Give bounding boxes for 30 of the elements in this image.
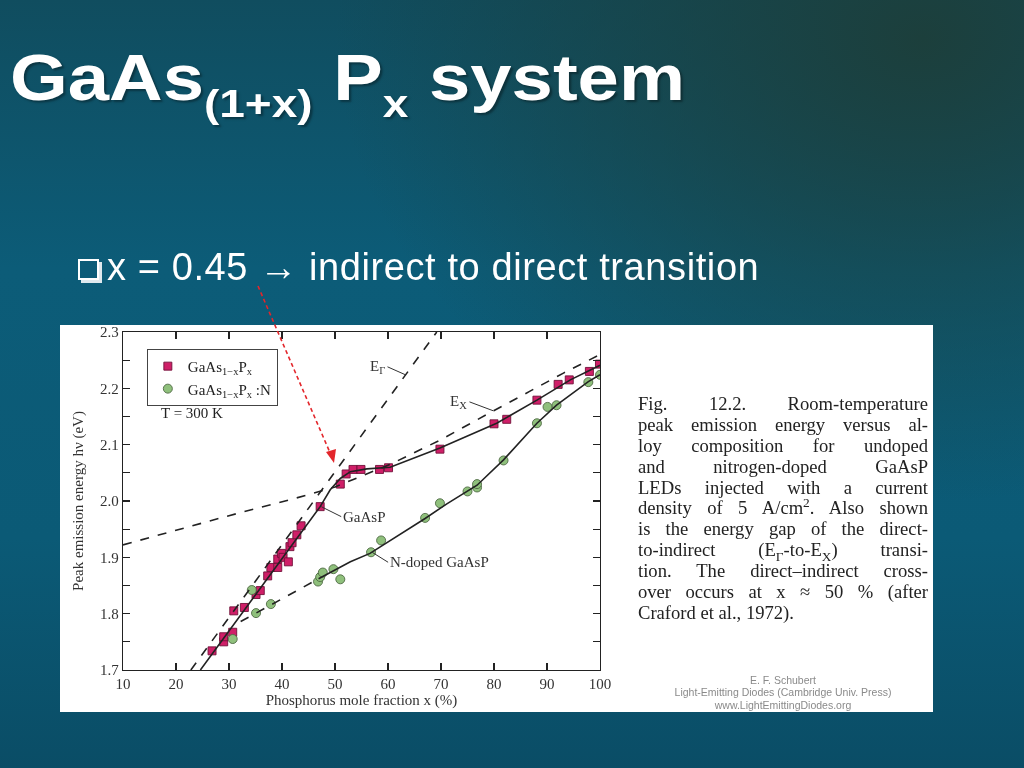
- y-tick-label: 2.3: [99, 324, 119, 341]
- y-tick-label: 2.1: [99, 436, 119, 453]
- x-tick-label: 90: [539, 676, 555, 693]
- annotation: E$_{Γ}$: [370, 358, 386, 377]
- annotation: N-doped GaAsP: [390, 554, 489, 570]
- chart-subtitle: x = 0.45 → indirect to direct transition: [107, 245, 760, 289]
- chart-title: GaAs$_{(1+x)}$ P$_{x}$ system: [10, 41, 685, 125]
- x-tick-label: 50: [327, 676, 343, 693]
- annotation: T = 300 K: [161, 405, 224, 421]
- y-tick-label: 1.7: [99, 662, 120, 679]
- annotation: E$_{X}$: [450, 393, 468, 412]
- x-tick-label: 70: [433, 676, 449, 693]
- y-tick-label: 2.0: [99, 493, 119, 510]
- x-tick-label: 20: [168, 676, 184, 693]
- text: Fig. 12.2. Room-temperature peak emission energy versus al- loy composition for undoped and nitrogen-doped GaAsP LEDs injected with a current density of 5 A/cm$^{2}$. Also shown is the energy gap of the direct- to-indirect (E$_{Γ}$-to-E$_{X}$) transi- tion. The direct–indirect cross- over occurs at x ≈ 50 % (after Craford et al., 1972).: [638, 393, 928, 623]
- x-tick-label: 80: [486, 676, 502, 693]
- y-tick-label: 1.8: [99, 605, 119, 622]
- x-tick-label: 60: [380, 676, 396, 693]
- x-tick-label: 10: [115, 676, 131, 693]
- legend-label: GaAs$_{1−x}$P$_{x}$ :N: [187, 381, 271, 400]
- x-tick-label: 100: [588, 676, 612, 693]
- y-tick-label: 1.9: [99, 549, 119, 566]
- x-tick-label: 40: [274, 676, 290, 693]
- legend-label: GaAs$_{1−x}$P$_{x}$: [187, 359, 253, 378]
- annotation: GaAsP: [343, 509, 386, 525]
- x-tick-label: 30: [221, 676, 237, 693]
- x-axis-title: Phosphorus mole fraction x (%): [265, 692, 458, 710]
- y-tick-label: 2.2: [99, 380, 119, 397]
- text: E. F. Schubert Light-Emitting Diodes (Cambridge Univ. Press) www.LightEmittingDiodes.org: [673, 674, 893, 711]
- y-axis-title: Peak emission energy hν (eV): [70, 411, 88, 591]
